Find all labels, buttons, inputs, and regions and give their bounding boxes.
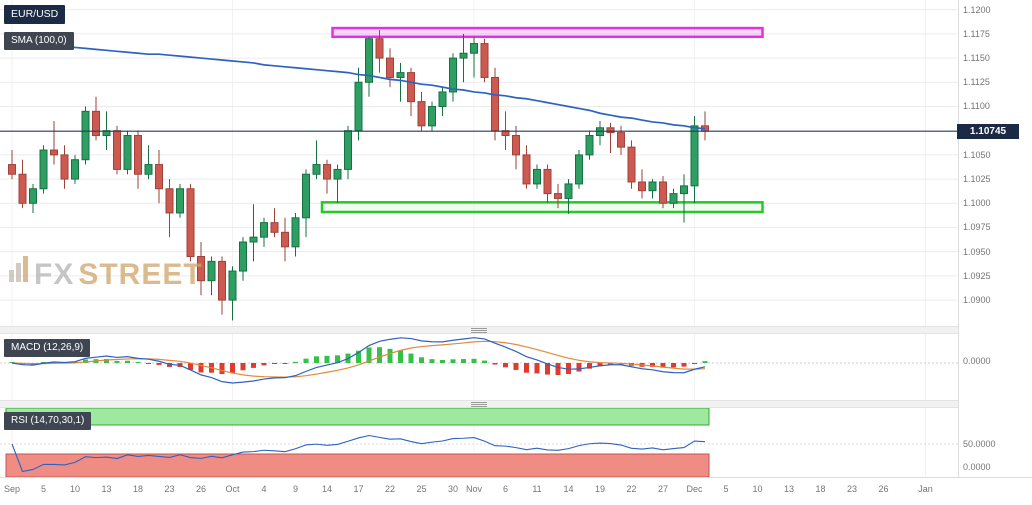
macd-zero-label: 0.0000 (963, 356, 991, 366)
macd-signal-line (11, 340, 706, 378)
time-axis-label: 18 (815, 484, 826, 494)
time-axis-label: Jan (918, 484, 933, 494)
price-axis-label: 1.1025 (963, 174, 991, 185)
price-axis-label: 1.1000 (963, 198, 991, 209)
time-axis-label: 11 (532, 484, 542, 494)
time-axis-label: 13 (101, 484, 112, 494)
sma-indicator-badge[interactable]: SMA (100,0) (4, 32, 74, 50)
time-axis-label: 5 (723, 484, 729, 494)
time-axis-label: Dec (686, 484, 703, 494)
sma-line (11, 41, 706, 130)
rsi-low-label: 0.0000 (963, 462, 991, 472)
time-axis-label: 23 (164, 484, 175, 494)
macd-indicator-badge[interactable]: MACD (12,26,9) (4, 339, 91, 357)
price-axis-label: 1.0950 (963, 246, 991, 257)
time-axis-label: 19 (594, 484, 606, 494)
rsi-indicator-badge[interactable]: RSI (14,70,30,1) (4, 412, 92, 430)
time-axis-label: 27 (657, 484, 669, 494)
time-axis-label: 14 (321, 484, 333, 494)
time-axis-label: 6 (502, 484, 509, 494)
rsi-overbought-band (5, 407, 710, 426)
time-axis-label: 18 (132, 484, 144, 494)
price-axis-label: 1.1200 (963, 4, 991, 15)
time-axis-label: Oct (225, 484, 240, 494)
time-axis-label: 4 (261, 484, 267, 494)
time-axis-label: 25 (416, 484, 427, 494)
price-axis-label: 1.1100 (963, 101, 990, 112)
current-price-badge: 1.10745 (957, 124, 1019, 139)
resistance-zone[interactable] (331, 26, 764, 39)
macd-line (11, 337, 706, 384)
time-axis-label: 23 (846, 484, 858, 494)
time-axis-label: Nov (465, 484, 483, 494)
time-axis-label: 13 (783, 484, 795, 494)
time-axis-label: 10 (69, 484, 81, 494)
time-axis-label: 17 (353, 484, 364, 494)
price-axis-label: 1.0925 (963, 270, 991, 281)
rsi-line (11, 434, 706, 473)
price-axis-label: 1.1125 (963, 77, 990, 88)
time-axis-label: 22 (384, 484, 396, 494)
support-zone[interactable] (320, 201, 764, 214)
price-axis-border (958, 0, 959, 477)
symbol-badge[interactable]: EUR/USD (4, 5, 66, 24)
panel-separator-macd[interactable] (0, 326, 958, 334)
price-axis-label: 1.0900 (963, 295, 991, 306)
candles-series (8, 30, 709, 321)
time-axis-label: 22 (626, 484, 637, 494)
rsi-mid-label: 50.0000 (963, 439, 996, 449)
time-axis-border (0, 477, 1032, 478)
price-axis-label: 1.1150 (963, 53, 990, 64)
time-axis-label: 14 (563, 484, 574, 494)
time-axis-label: 10 (752, 484, 763, 494)
panel-separator-rsi[interactable] (0, 400, 958, 408)
time-axis-label: 5 (40, 484, 47, 494)
time-axis-label: 26 (878, 484, 889, 494)
panel-resize-handle-icon[interactable] (471, 327, 487, 333)
price-axis-label: 1.1175 (963, 28, 990, 39)
price-axis-label: 1.1050 (963, 149, 991, 160)
time-axis-label: 9 (292, 484, 299, 494)
time-axis-label: Sep (3, 484, 21, 494)
panel-resize-handle-icon[interactable] (471, 401, 487, 407)
time-axis-label: 26 (195, 484, 207, 494)
price-axis-label: 1.0975 (963, 222, 991, 233)
time-axis-label: 30 (447, 484, 459, 494)
macd-histogram (9, 347, 708, 375)
